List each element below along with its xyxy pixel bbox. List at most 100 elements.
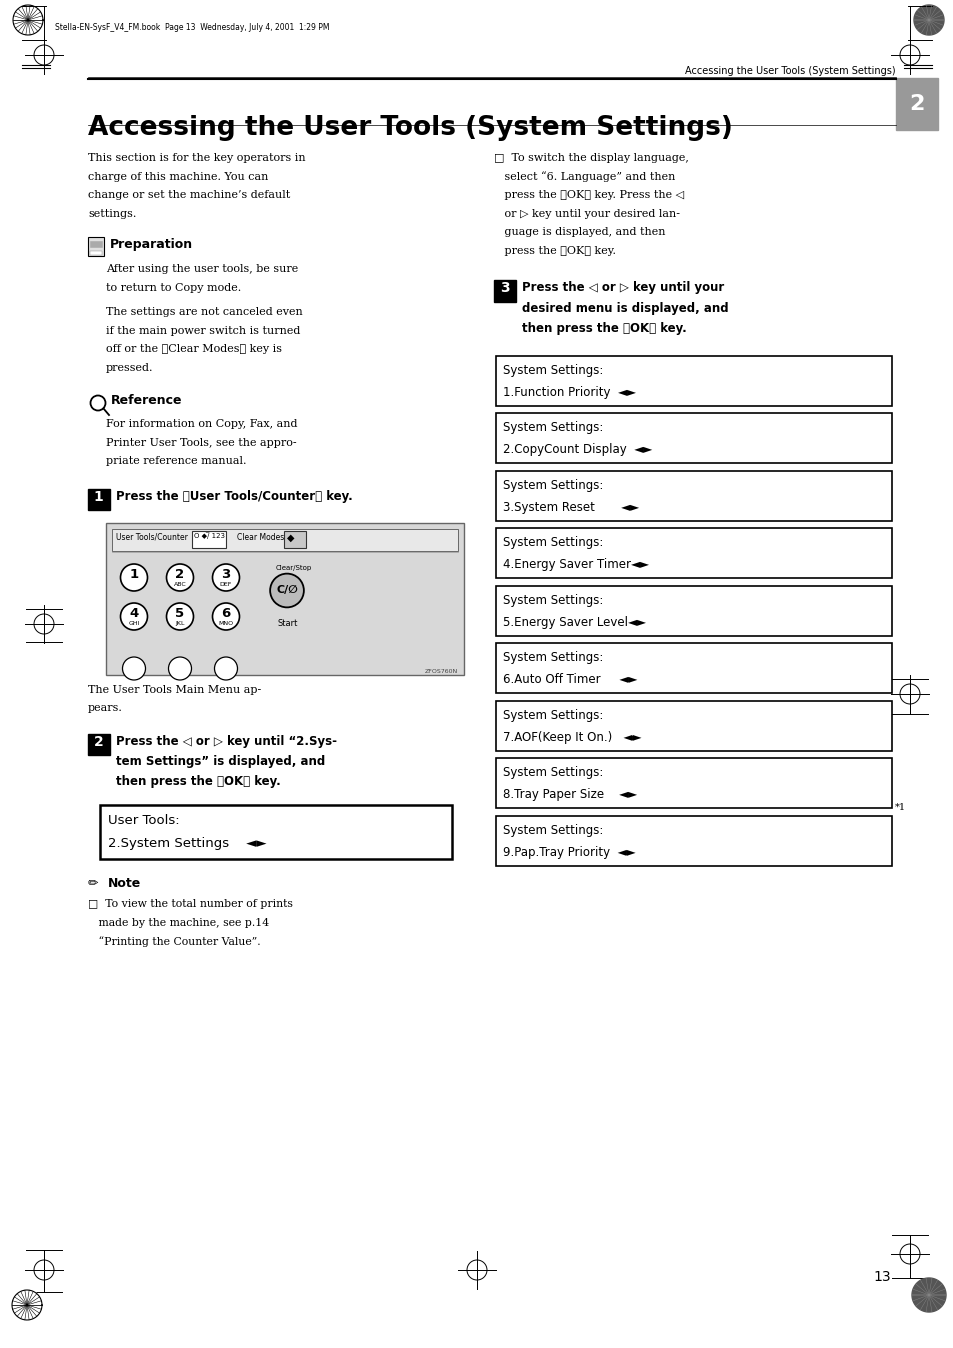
Text: 3: 3 bbox=[499, 282, 509, 295]
Text: □  To switch the display language,: □ To switch the display language, bbox=[494, 154, 688, 163]
Text: GHI: GHI bbox=[128, 621, 139, 625]
Bar bbox=[88, 488, 110, 510]
Text: Clear/Stop: Clear/Stop bbox=[275, 565, 312, 570]
Text: 4: 4 bbox=[130, 607, 138, 620]
Text: then press the 【OK】 key.: then press the 【OK】 key. bbox=[116, 775, 280, 789]
Bar bbox=[284, 531, 306, 547]
Text: Preparation: Preparation bbox=[110, 239, 193, 251]
Bar bbox=[106, 523, 463, 674]
Text: User Tools:: User Tools: bbox=[108, 814, 179, 828]
Text: System Settings:: System Settings: bbox=[502, 709, 602, 721]
Text: priate reference manual.: priate reference manual. bbox=[106, 456, 246, 466]
Text: Note: Note bbox=[108, 878, 141, 890]
Text: Accessing the User Tools (System Settings): Accessing the User Tools (System Setting… bbox=[684, 66, 895, 75]
Circle shape bbox=[169, 656, 192, 679]
Text: made by the machine, see p.14: made by the machine, see p.14 bbox=[88, 918, 269, 927]
Bar bbox=[100, 805, 452, 859]
Circle shape bbox=[214, 656, 237, 679]
Text: desired menu is displayed, and: desired menu is displayed, and bbox=[521, 302, 728, 314]
Text: ◆: ◆ bbox=[287, 532, 294, 542]
Circle shape bbox=[122, 656, 146, 679]
Text: change or set the machine’s default: change or set the machine’s default bbox=[88, 190, 290, 200]
Text: 6.Auto Off Timer     ◄►: 6.Auto Off Timer ◄► bbox=[502, 673, 637, 686]
Text: 2.System Settings    ◄►: 2.System Settings ◄► bbox=[108, 837, 266, 851]
Text: then press the 【OK】 key.: then press the 【OK】 key. bbox=[521, 322, 686, 334]
Bar bbox=[494, 280, 515, 302]
Polygon shape bbox=[13, 5, 43, 35]
Text: “Printing the Counter Value”.: “Printing the Counter Value”. bbox=[88, 936, 260, 946]
Text: 1: 1 bbox=[93, 489, 104, 504]
Bar bbox=[496, 643, 891, 693]
Text: O ◆/̅ 123: O ◆/̅ 123 bbox=[193, 532, 225, 539]
Text: 2: 2 bbox=[93, 735, 104, 748]
Text: press the 【OK】 key.: press the 【OK】 key. bbox=[494, 245, 616, 256]
Bar bbox=[90, 251, 102, 255]
Text: or ▷ key until your desired lan-: or ▷ key until your desired lan- bbox=[494, 209, 679, 218]
Text: MNO: MNO bbox=[218, 621, 233, 625]
Bar bbox=[496, 528, 891, 578]
Text: 1.Function Priority  ◄►: 1.Function Priority ◄► bbox=[502, 386, 636, 399]
Text: 9.Pap.Tray Priority  ◄►: 9.Pap.Tray Priority ◄► bbox=[502, 845, 635, 859]
Text: Clear Modes: Clear Modes bbox=[236, 532, 284, 542]
Text: System Settings:: System Settings: bbox=[502, 593, 602, 607]
Text: 5.Energy Saver Level◄►: 5.Energy Saver Level◄► bbox=[502, 616, 645, 628]
Text: Press the ◁ or ▷ key until your: Press the ◁ or ▷ key until your bbox=[521, 280, 723, 294]
Bar bbox=[496, 412, 891, 462]
Text: Press the 【User Tools/Counter】 key.: Press the 【User Tools/Counter】 key. bbox=[116, 489, 353, 503]
Text: 3.System Reset       ◄►: 3.System Reset ◄► bbox=[502, 500, 639, 514]
Bar bbox=[496, 701, 891, 751]
Text: After using the user tools, be sure: After using the user tools, be sure bbox=[106, 264, 298, 274]
Text: press the 【OK】 key. Press the ◁: press the 【OK】 key. Press the ◁ bbox=[494, 190, 683, 200]
Text: 4.Energy Saver Timer◄►: 4.Energy Saver Timer◄► bbox=[502, 558, 648, 572]
Text: 6: 6 bbox=[221, 607, 231, 620]
Text: System Settings:: System Settings: bbox=[502, 766, 602, 779]
Text: pears.: pears. bbox=[88, 704, 123, 713]
Polygon shape bbox=[913, 5, 943, 35]
Circle shape bbox=[120, 603, 148, 630]
Text: System Settings:: System Settings: bbox=[502, 537, 602, 549]
Bar bbox=[88, 733, 110, 755]
Text: to return to Copy mode.: to return to Copy mode. bbox=[106, 283, 241, 293]
Circle shape bbox=[213, 563, 239, 590]
Text: User Tools/Counter: User Tools/Counter bbox=[116, 532, 188, 542]
Polygon shape bbox=[911, 1278, 945, 1312]
Text: For information on Copy, Fax, and: For information on Copy, Fax, and bbox=[106, 419, 297, 429]
Text: DEF: DEF bbox=[219, 582, 232, 586]
Text: 5: 5 bbox=[175, 607, 184, 620]
Text: System Settings:: System Settings: bbox=[502, 824, 602, 837]
Text: Start: Start bbox=[276, 619, 297, 628]
Bar bbox=[895, 78, 937, 129]
Circle shape bbox=[167, 563, 193, 590]
Text: pressed.: pressed. bbox=[106, 363, 153, 372]
Bar bbox=[496, 470, 891, 520]
Text: The User Tools Main Menu ap-: The User Tools Main Menu ap- bbox=[88, 685, 261, 694]
Bar bbox=[88, 237, 104, 256]
Text: if the main power switch is turned: if the main power switch is turned bbox=[106, 325, 300, 336]
Text: ZFOS760N: ZFOS760N bbox=[424, 669, 457, 674]
Text: 1: 1 bbox=[130, 568, 138, 581]
Text: select “6. Language” and then: select “6. Language” and then bbox=[494, 171, 675, 182]
Text: System Settings:: System Settings: bbox=[502, 479, 602, 492]
Text: 8.Tray Paper Size    ◄►: 8.Tray Paper Size ◄► bbox=[502, 789, 637, 801]
Circle shape bbox=[167, 603, 193, 630]
Text: Press the ◁ or ▷ key until “2.Sys-: Press the ◁ or ▷ key until “2.Sys- bbox=[116, 735, 336, 748]
Text: 2: 2 bbox=[908, 94, 923, 115]
Text: System Settings:: System Settings: bbox=[502, 364, 602, 376]
Text: settings.: settings. bbox=[88, 209, 136, 218]
Text: tem Settings” is displayed, and: tem Settings” is displayed, and bbox=[116, 755, 325, 768]
Text: 2.CopyCount Display  ◄►: 2.CopyCount Display ◄► bbox=[502, 443, 652, 456]
Text: This section is for the key operators in: This section is for the key operators in bbox=[88, 154, 305, 163]
Bar bbox=[90, 241, 102, 247]
Text: Printer User Tools, see the appro-: Printer User Tools, see the appro- bbox=[106, 438, 296, 448]
Circle shape bbox=[213, 603, 239, 630]
Text: *1: *1 bbox=[894, 803, 905, 811]
Text: Reference: Reference bbox=[111, 394, 182, 407]
Text: 13: 13 bbox=[872, 1270, 890, 1285]
Text: guage is displayed, and then: guage is displayed, and then bbox=[494, 226, 665, 237]
Text: ABC: ABC bbox=[173, 582, 186, 586]
Text: System Settings:: System Settings: bbox=[502, 421, 602, 434]
Bar bbox=[496, 758, 891, 807]
Text: Accessing the User Tools (System Settings): Accessing the User Tools (System Setting… bbox=[88, 115, 732, 142]
Bar bbox=[496, 356, 891, 406]
Text: □  To view the total number of prints: □ To view the total number of prints bbox=[88, 899, 293, 909]
